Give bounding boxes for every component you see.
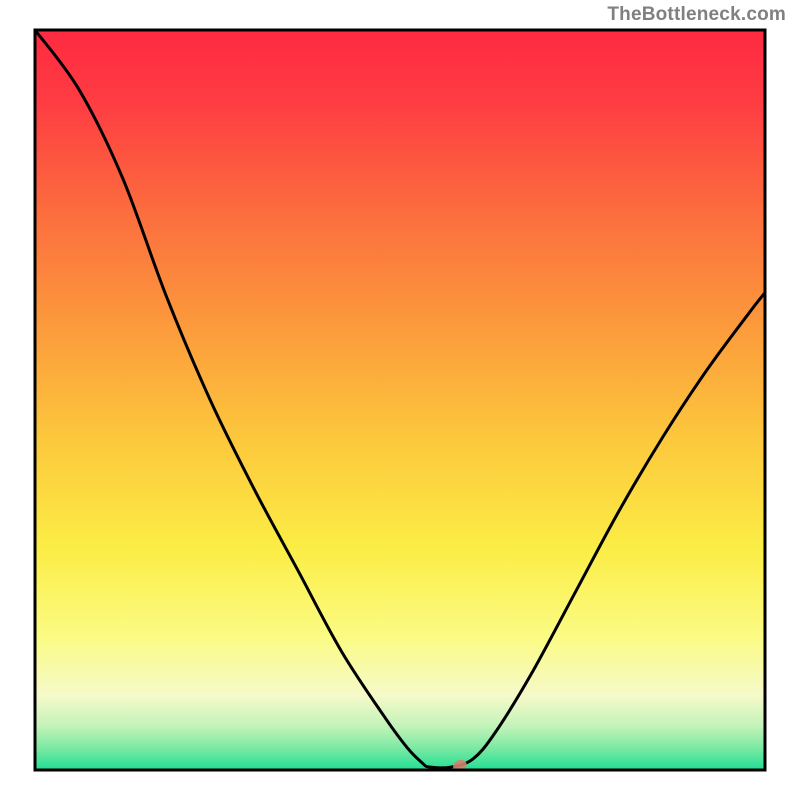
bottleneck-chart — [0, 0, 800, 800]
plot-background — [35, 30, 765, 770]
chart-svg — [0, 0, 800, 800]
